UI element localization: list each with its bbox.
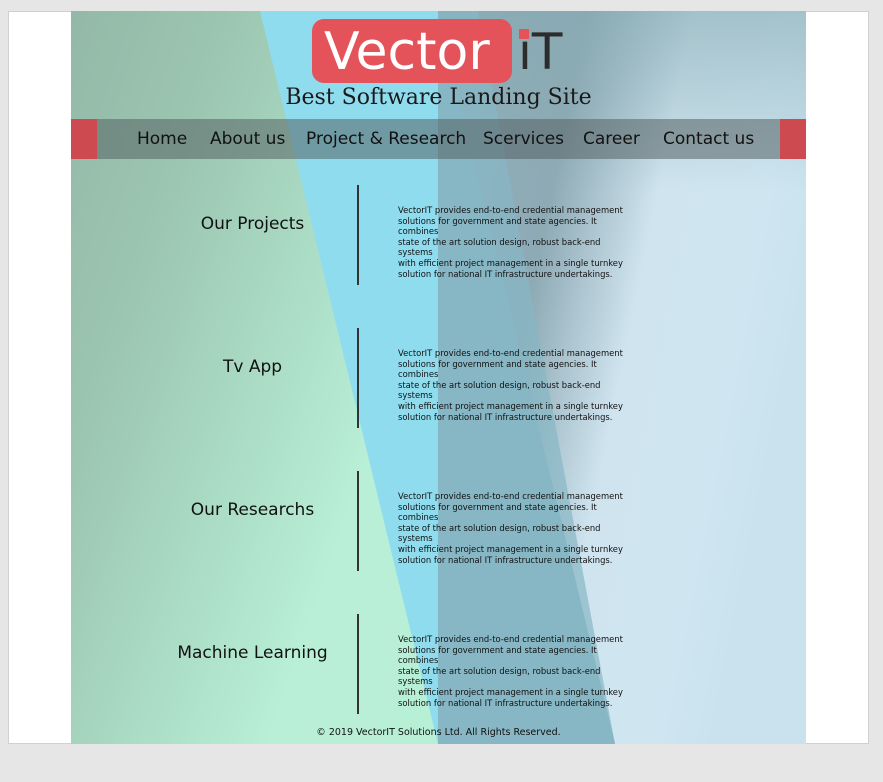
section-divider (357, 185, 359, 285)
footer-copyright: © 2019 VectorIT Solutions Ltd. All Right… (316, 727, 561, 738)
site-tagline: Best Software Landing Site (285, 85, 592, 110)
description-line: VectorIT provides end-to-end credential … (398, 205, 623, 215)
section-description: VectorIT provides end-to-end credential … (398, 205, 630, 279)
landing-page: Vector iT Best Software Landing Site Hom… (71, 11, 806, 744)
section-description: VectorIT provides end-to-end credential … (398, 634, 630, 708)
description-line: state of the art solution design, robust… (398, 236, 601, 258)
nav-about-us[interactable]: About us (210, 129, 286, 149)
description-line: VectorIT provides end-to-end credential … (398, 491, 623, 501)
nav-cap-right (780, 119, 806, 159)
description-line: with efficient project management in a s… (398, 543, 623, 554)
section-title-our-researchs: Our Researchs (190, 500, 315, 520)
description-line: solutions for government and state agenc… (398, 358, 597, 380)
description-line: state of the art solution design, robust… (398, 379, 601, 401)
section-title-machine-learning: Machine Learning (177, 643, 328, 663)
description-line: solutions for government and state agenc… (398, 215, 597, 237)
description-line: state of the art solution design, robust… (398, 522, 601, 544)
logo-vector-text: Vector (324, 22, 490, 82)
logo-dot (519, 29, 529, 39)
description-line: VectorIT provides end-to-end credential … (398, 348, 623, 358)
description-line: solutions for government and state agenc… (398, 644, 597, 666)
description-line: with efficient project management in a s… (398, 686, 623, 697)
nav-project-research[interactable]: Project & Research (306, 129, 467, 149)
section-title-tv-app: Tv App (222, 357, 283, 377)
description-line: solution for national IT infrastructure … (398, 268, 613, 279)
section-description: VectorIT provides end-to-end credential … (398, 348, 630, 422)
description-line: state of the art solution design, robust… (398, 665, 601, 687)
description-line: with efficient project management in a s… (398, 257, 623, 268)
section-divider (357, 614, 359, 714)
nav-career[interactable]: Career (583, 129, 640, 149)
description-line: solution for national IT infrastructure … (398, 554, 613, 565)
section-title-our-projects: Our Projects (200, 214, 305, 234)
description-line: VectorIT provides end-to-end credential … (398, 634, 623, 644)
nav-cap-left (71, 119, 97, 159)
section-description: VectorIT provides end-to-end credential … (398, 491, 630, 565)
nav-contact-us[interactable]: Contact us (663, 129, 755, 149)
nav-bar (71, 119, 806, 159)
vectorit-logo[interactable]: Vector iT (312, 19, 572, 85)
nav-services[interactable]: Scervices (483, 129, 565, 149)
section-divider (357, 471, 359, 571)
description-line: solutions for government and state agenc… (398, 501, 597, 523)
nav-home[interactable]: Home (137, 129, 188, 149)
logo-badge (312, 19, 512, 83)
description-line: solution for national IT infrastructure … (398, 411, 613, 422)
description-line: with efficient project management in a s… (398, 400, 623, 411)
section-divider (357, 328, 359, 428)
description-line: solution for national IT infrastructure … (398, 697, 613, 708)
